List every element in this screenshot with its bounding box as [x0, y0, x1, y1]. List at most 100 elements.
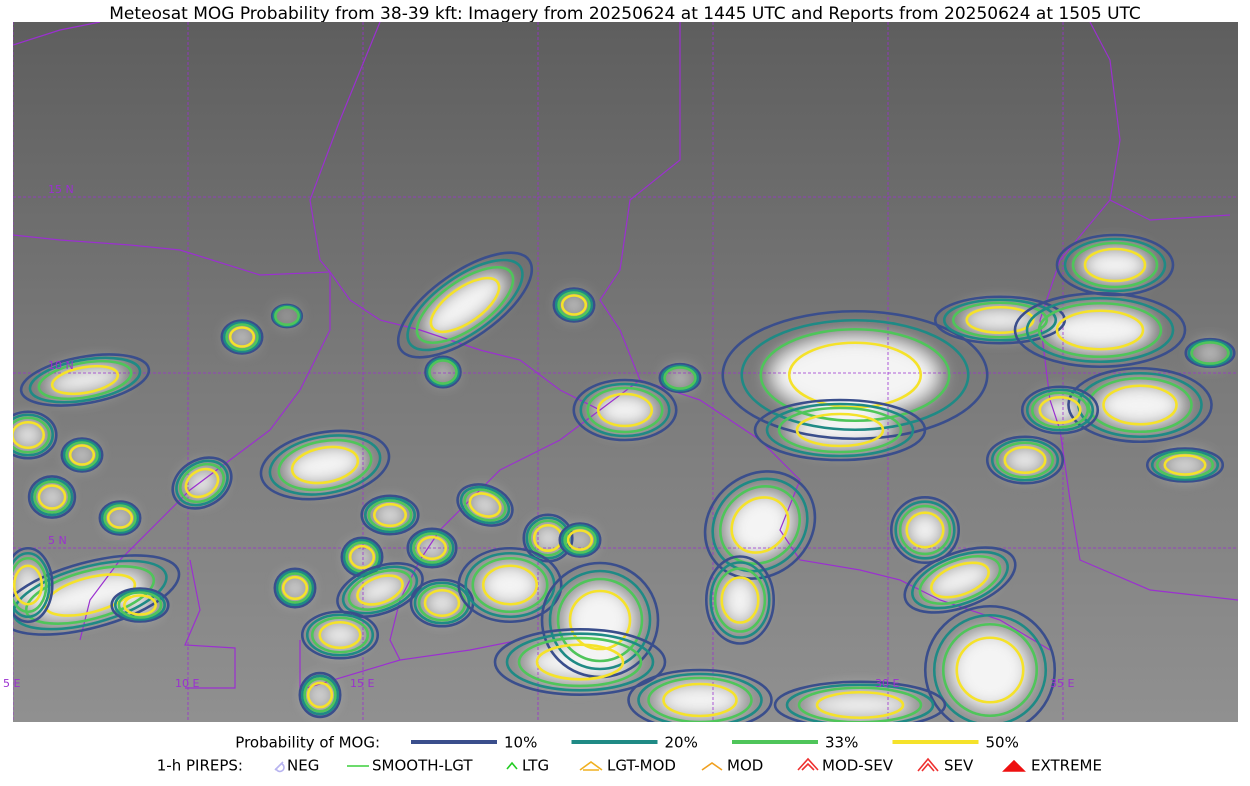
cloud — [13, 421, 45, 449]
cloud — [569, 531, 591, 549]
cloud — [284, 577, 306, 599]
contour — [1038, 395, 1082, 425]
contour — [528, 519, 568, 557]
contour — [409, 529, 455, 567]
contour — [773, 680, 947, 722]
contour — [704, 555, 775, 645]
contour — [68, 444, 96, 466]
contour — [356, 574, 404, 606]
contour — [517, 636, 643, 688]
contour — [426, 357, 460, 387]
contour — [348, 544, 376, 570]
contour — [718, 484, 802, 566]
contour — [275, 569, 315, 607]
contour — [300, 674, 340, 716]
contour — [660, 364, 700, 392]
contour — [28, 356, 142, 404]
contour — [572, 378, 678, 442]
contour — [918, 554, 1002, 606]
contour — [303, 677, 337, 713]
contour — [13, 420, 45, 450]
contour — [932, 613, 1048, 722]
contour — [415, 265, 515, 345]
cloud — [373, 504, 407, 526]
contour — [27, 475, 77, 519]
contour — [703, 470, 817, 580]
pirep-icon — [506, 761, 518, 770]
cloud — [1196, 345, 1224, 361]
contour — [341, 565, 419, 615]
latitude-label: 5 N — [48, 534, 67, 547]
contour — [268, 434, 382, 496]
cloud — [434, 363, 452, 381]
contour — [1155, 451, 1215, 479]
contour — [114, 589, 167, 621]
contour — [37, 359, 133, 401]
contour — [184, 467, 220, 499]
contour — [13, 416, 51, 454]
contour — [117, 591, 163, 619]
cloud — [925, 560, 995, 600]
legend-label: MOD — [727, 757, 763, 775]
latitude-label: 15 N — [48, 183, 74, 196]
contour — [406, 258, 524, 352]
contour — [1003, 445, 1047, 475]
cloud — [949, 629, 1031, 711]
contour — [713, 567, 767, 633]
contour — [740, 318, 970, 432]
contour — [98, 500, 142, 536]
contour — [37, 484, 67, 510]
contour — [228, 326, 256, 348]
contour — [123, 594, 158, 616]
legend-heading: 1-h PIREPS: — [157, 757, 243, 775]
contour — [306, 681, 334, 709]
pirep-icon — [579, 761, 603, 771]
cloud — [33, 570, 147, 620]
graticule — [13, 22, 1238, 722]
contour — [468, 492, 502, 518]
contour — [13, 554, 181, 636]
cloud — [769, 334, 941, 416]
contour — [923, 604, 1057, 722]
title: Meteosat MOG Probability from 38-39 kft:… — [109, 4, 1141, 24]
contour — [412, 532, 452, 564]
contour — [985, 435, 1065, 485]
contour — [1067, 366, 1213, 444]
contour — [363, 496, 416, 534]
contour — [1025, 388, 1095, 432]
contour — [103, 504, 137, 532]
contour — [535, 643, 625, 681]
legend-label: SMOOTH-LGT — [372, 757, 473, 775]
cloud — [39, 485, 65, 509]
cloud — [71, 446, 93, 464]
contour — [222, 321, 262, 353]
contour — [795, 412, 885, 448]
contour — [1190, 341, 1230, 365]
contour — [274, 305, 300, 326]
contour — [1102, 384, 1178, 426]
contour — [13, 546, 54, 624]
contour — [556, 577, 644, 663]
contour — [965, 305, 1035, 335]
borders — [13, 22, 1238, 691]
contour — [106, 507, 134, 529]
cloud — [1079, 247, 1151, 283]
contour — [178, 462, 226, 504]
contour — [481, 564, 539, 606]
contour — [13, 410, 58, 460]
contour — [759, 327, 951, 423]
contour — [911, 550, 1009, 610]
legend-label: MOD-SEV — [822, 757, 894, 775]
contour — [905, 511, 945, 549]
contour — [637, 672, 763, 722]
contour — [579, 382, 671, 438]
contour — [797, 686, 923, 722]
contour — [298, 671, 342, 719]
contour — [942, 298, 1058, 342]
cloud — [317, 621, 363, 649]
contour — [995, 441, 1055, 479]
contour — [171, 456, 233, 510]
contour — [721, 309, 989, 441]
contour — [1055, 309, 1145, 351]
contour — [560, 524, 600, 556]
